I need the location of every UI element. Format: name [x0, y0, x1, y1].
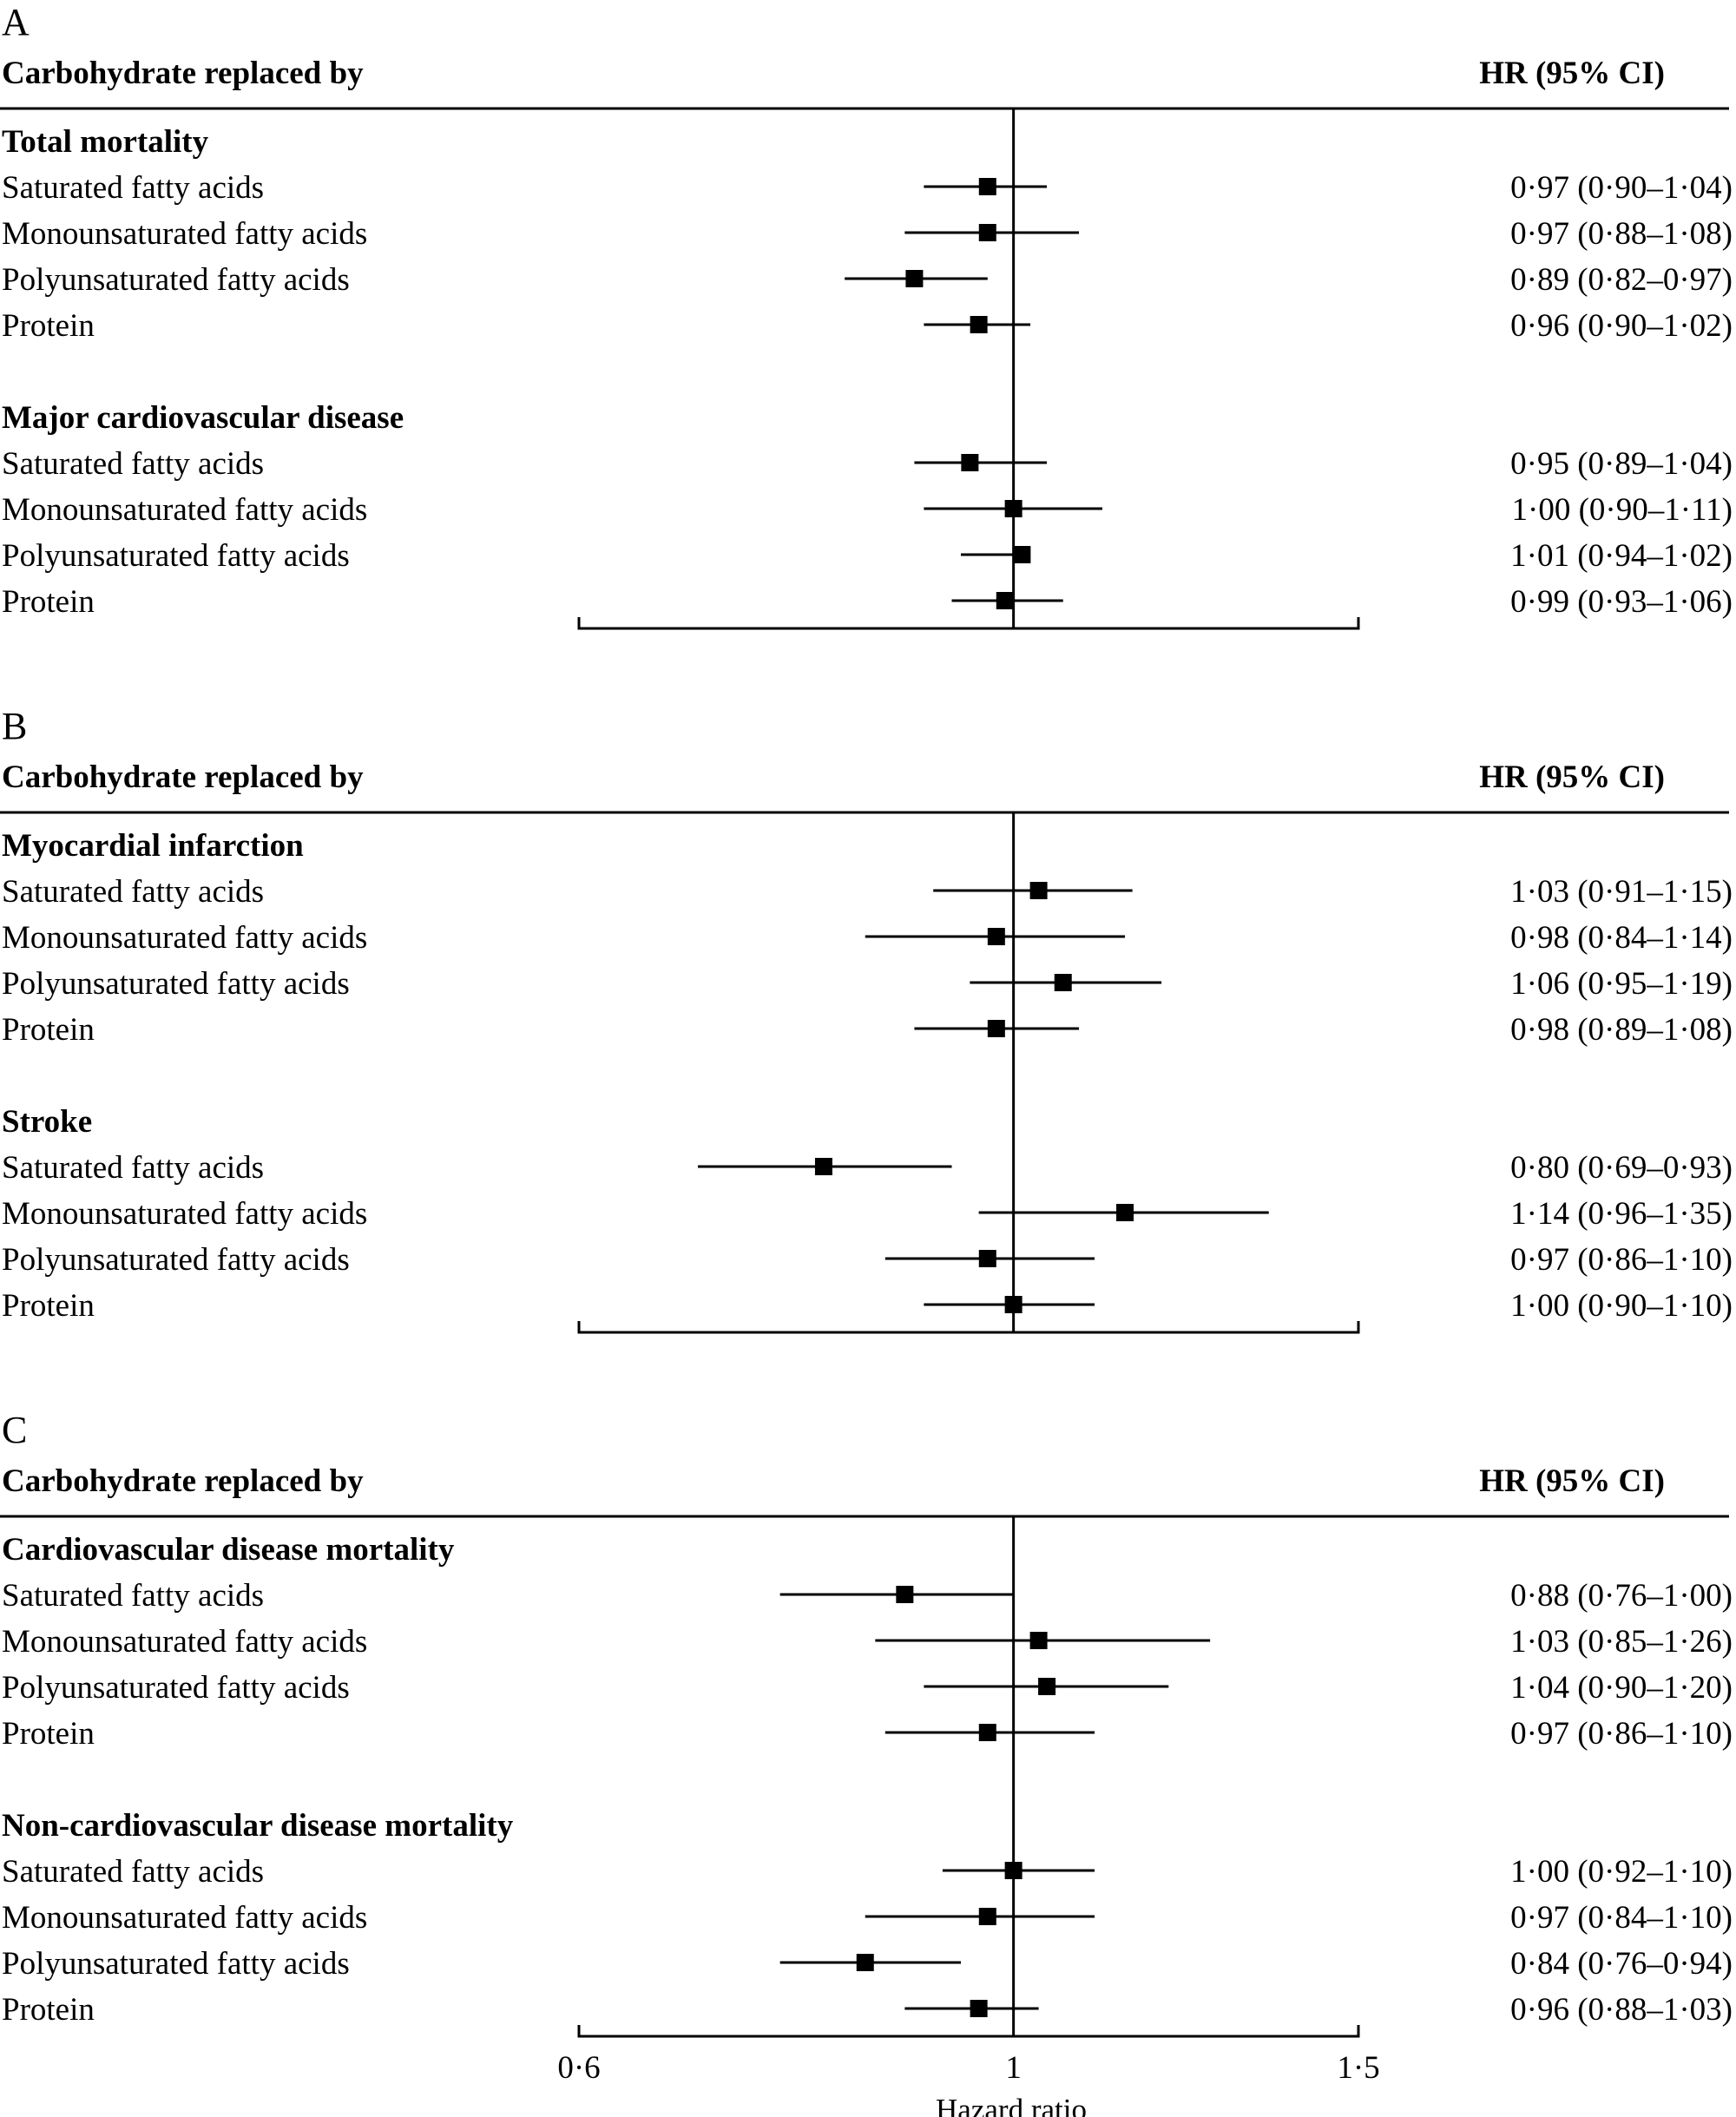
row-label: Saturated fatty acids — [2, 1578, 264, 1614]
hr-ci-value: 1·00 (0·90–1·11) — [1512, 492, 1733, 528]
left-header: Carbohydrate replaced by — [2, 759, 364, 795]
row-label: Saturated fatty acids — [2, 1150, 264, 1186]
point-estimate — [978, 1908, 996, 1925]
hr-ci-value: 0·95 (0·89–1·04) — [1510, 446, 1733, 482]
x-axis-title: Hazard ratio — [936, 2093, 1087, 2117]
panel-letter: B — [2, 705, 27, 747]
point-estimate — [978, 1250, 996, 1267]
row-label: Polyunsaturated fatty acids — [2, 538, 350, 574]
point-estimate — [970, 316, 988, 333]
left-header: Carbohydrate replaced by — [2, 1463, 364, 1499]
right-header: HR (95% CI) — [1479, 1463, 1665, 1499]
hr-ci-value: 0·98 (0·84–1·14) — [1510, 920, 1733, 956]
row-label: Protein — [2, 1288, 95, 1324]
point-estimate — [978, 178, 996, 195]
outcome-title: Cardiovascular disease mortality — [2, 1532, 455, 1568]
hr-ci-value: 1·01 (0·94–1·02) — [1510, 538, 1733, 574]
row-label: Saturated fatty acids — [2, 1854, 264, 1890]
row-label: Polyunsaturated fatty acids — [2, 1946, 350, 1982]
hr-ci-value: 0·97 (0·88–1·08) — [1510, 216, 1733, 252]
hr-ci-value: 0·96 (0·88–1·03) — [1510, 1992, 1733, 2028]
hr-ci-value: 1·00 (0·90–1·10) — [1510, 1288, 1733, 1324]
hr-ci-value: 0·97 (0·90–1·04) — [1510, 170, 1733, 206]
row-label: Protein — [2, 1992, 95, 2028]
point-estimate — [970, 2000, 988, 2017]
row-label: Saturated fatty acids — [2, 446, 264, 482]
row-label: Monounsaturated fatty acids — [2, 216, 367, 252]
row-label: Polyunsaturated fatty acids — [2, 262, 350, 298]
row-label: Protein — [2, 1012, 95, 1048]
row-label: Protein — [2, 1716, 95, 1752]
point-estimate — [856, 1954, 874, 1971]
right-header: HR (95% CI) — [1479, 759, 1665, 795]
panel-letter: C — [2, 1409, 27, 1451]
row-label: Saturated fatty acids — [2, 170, 264, 206]
hr-ci-value: 0·89 (0·82–0·97) — [1510, 262, 1733, 298]
x-tick-label: 0·6 — [557, 2050, 600, 2086]
row-label: Polyunsaturated fatty acids — [2, 1670, 350, 1706]
row-label: Saturated fatty acids — [2, 874, 264, 910]
hr-ci-value: 0·99 (0·93–1·06) — [1510, 584, 1733, 620]
row-label: Monounsaturated fatty acids — [2, 1196, 367, 1232]
outcome-title: Total mortality — [2, 124, 209, 160]
hr-ci-value: 1·06 (0·95–1·19) — [1510, 966, 1733, 1002]
row-label: Protein — [2, 308, 95, 344]
right-header: HR (95% CI) — [1479, 56, 1665, 91]
point-estimate — [1004, 500, 1023, 517]
point-estimate — [1038, 1678, 1056, 1695]
x-tick-label: 1·5 — [1337, 2050, 1379, 2086]
left-header: Carbohydrate replaced by — [2, 56, 364, 91]
point-estimate — [987, 928, 1005, 945]
point-estimate — [1029, 882, 1048, 899]
outcome-title: Myocardial infarction — [2, 828, 304, 864]
row-label: Monounsaturated fatty acids — [2, 492, 367, 528]
point-estimate — [978, 1724, 996, 1741]
point-estimate — [1004, 1862, 1023, 1879]
row-label: Monounsaturated fatty acids — [2, 1900, 367, 1936]
outcome-title: Non-cardiovascular disease mortality — [2, 1808, 514, 1844]
row-label: Monounsaturated fatty acids — [2, 1624, 367, 1660]
row-label: Polyunsaturated fatty acids — [2, 1242, 350, 1278]
x-tick-label: 1 — [1005, 2050, 1022, 2086]
point-estimate — [814, 1158, 832, 1175]
hr-ci-value: 0·97 (0·86–1·10) — [1510, 1242, 1733, 1278]
point-estimate — [1029, 1632, 1048, 1649]
row-label: Protein — [2, 584, 95, 620]
point-estimate — [978, 224, 996, 241]
outcome-title: Stroke — [2, 1104, 92, 1140]
hr-ci-value: 0·80 (0·69–0·93) — [1510, 1150, 1733, 1186]
point-estimate — [1013, 546, 1031, 563]
point-estimate — [1116, 1204, 1134, 1221]
hr-ci-value: 1·14 (0·96–1·35) — [1510, 1196, 1733, 1232]
hr-ci-value: 0·96 (0·90–1·02) — [1510, 308, 1733, 344]
point-estimate — [1054, 974, 1072, 991]
point-estimate — [896, 1586, 914, 1603]
panel-letter: A — [2, 1, 30, 43]
hr-ci-value: 0·97 (0·84–1·10) — [1510, 1900, 1733, 1936]
hr-ci-value: 0·97 (0·86–1·10) — [1510, 1716, 1733, 1752]
point-estimate — [987, 1020, 1005, 1037]
point-estimate — [961, 454, 979, 471]
outcome-title: Major cardiovascular disease — [2, 400, 404, 436]
hr-ci-value: 1·03 (0·91–1·15) — [1510, 874, 1733, 910]
hr-ci-value: 1·04 (0·90–1·20) — [1510, 1670, 1733, 1706]
point-estimate — [996, 592, 1014, 609]
point-estimate — [905, 270, 924, 287]
hr-ci-value: 0·98 (0·89–1·08) — [1510, 1012, 1733, 1048]
point-estimate — [1004, 1296, 1023, 1313]
hr-ci-value: 0·88 (0·76–1·00) — [1510, 1578, 1733, 1614]
hr-ci-value: 0·84 (0·76–0·94) — [1510, 1946, 1733, 1982]
row-label: Polyunsaturated fatty acids — [2, 966, 350, 1002]
hr-ci-value: 1·00 (0·92–1·10) — [1510, 1854, 1733, 1890]
row-label: Monounsaturated fatty acids — [2, 920, 367, 956]
hr-ci-value: 1·03 (0·85–1·26) — [1510, 1624, 1733, 1660]
